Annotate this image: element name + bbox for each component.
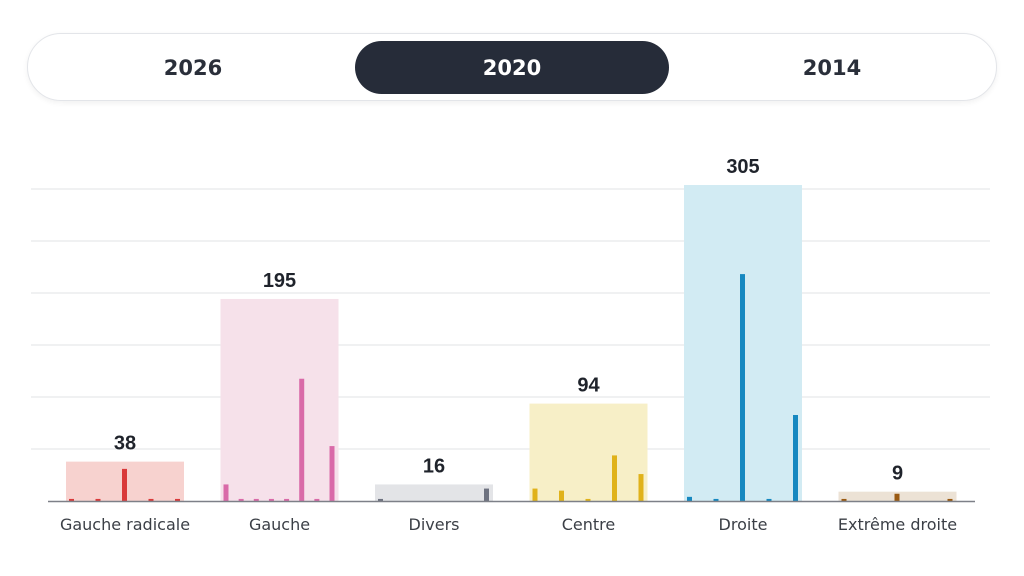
sub-bar xyxy=(268,498,274,501)
category-label: Divers xyxy=(409,515,460,534)
sub-bar xyxy=(148,498,154,501)
sub-bar xyxy=(223,484,229,501)
sub-bar xyxy=(175,498,180,501)
value-label: 9 xyxy=(892,463,903,485)
sub-bar xyxy=(947,498,953,501)
sub-bar xyxy=(638,474,644,501)
sub-bar xyxy=(559,490,564,501)
sub-bar xyxy=(713,498,719,501)
bar-3 xyxy=(529,403,648,501)
sub-bar xyxy=(69,498,74,501)
bar-2 xyxy=(375,484,493,501)
sub-bar xyxy=(299,378,305,501)
tab-2026[interactable]: 2026 xyxy=(163,55,223,80)
category-label: Droite xyxy=(719,515,768,534)
bar-1 xyxy=(220,298,339,501)
value-label: 305 xyxy=(726,156,759,178)
sub-bar xyxy=(378,498,383,501)
sub-bar xyxy=(585,498,591,501)
sub-bar xyxy=(253,498,259,501)
tab-2020[interactable]: 2020 xyxy=(355,41,669,94)
tab-2014[interactable]: 2014 xyxy=(802,55,862,80)
sub-bar xyxy=(894,493,900,501)
value-label: 16 xyxy=(423,455,445,477)
year-selector: 2026 2020 2014 xyxy=(27,33,997,101)
sub-bar xyxy=(612,455,617,501)
sub-bar xyxy=(484,488,489,501)
sub-bar xyxy=(95,498,101,501)
value-label: 38 xyxy=(114,433,136,455)
sub-bar xyxy=(329,446,335,501)
sub-bar xyxy=(314,498,320,501)
sub-bar xyxy=(766,498,772,501)
sub-bar xyxy=(122,468,127,501)
sub-bar xyxy=(793,415,798,501)
sub-bar xyxy=(740,274,745,501)
sub-bar xyxy=(841,498,847,501)
sub-bar xyxy=(687,496,692,501)
value-label: 94 xyxy=(577,375,600,397)
category-label: Extrême droite xyxy=(838,515,957,534)
category-label: Centre xyxy=(562,515,616,534)
category-label: Gauche xyxy=(249,515,310,534)
sub-bar xyxy=(284,498,290,501)
value-label: 195 xyxy=(263,270,296,292)
sub-bar xyxy=(532,488,538,501)
sub-bar xyxy=(238,498,244,501)
category-label: Gauche radicale xyxy=(60,515,190,534)
